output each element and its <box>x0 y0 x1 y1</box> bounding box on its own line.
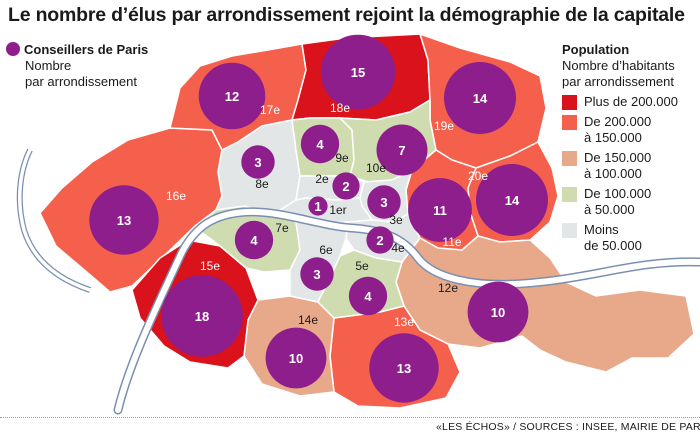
councillor-count: 11 <box>433 203 447 218</box>
councillor-bubble <box>161 275 243 357</box>
district-label: 19e <box>434 119 454 133</box>
district-label: 9e <box>335 151 349 165</box>
councillor-count: 3 <box>313 267 320 282</box>
councillor-bubble <box>308 196 328 216</box>
legend-item-line1: De 150.000 <box>584 150 652 165</box>
district-label: 16e <box>166 189 186 203</box>
population-legend-sub2: par arrondissement <box>562 74 674 89</box>
legend-swatch <box>562 115 577 130</box>
councillors-legend-sub1: Nombre <box>25 58 72 73</box>
councillor-bubble <box>408 178 472 242</box>
source-credit: «LES ÉCHOS» / SOURCES : INSEE, MAIRIE DE… <box>436 421 700 433</box>
district-label: 13e <box>394 315 414 329</box>
councillor-count: 4 <box>364 289 372 304</box>
district-label: 3e <box>389 213 403 227</box>
councillor-bubble <box>241 145 275 179</box>
councillor-count: 18 <box>195 309 209 324</box>
councillor-bubble <box>300 257 334 291</box>
councillor-bubble <box>320 34 396 110</box>
district-label: 14e <box>298 313 318 327</box>
district-label: 18e <box>330 101 350 115</box>
councillor-count: 13 <box>117 213 131 228</box>
population-legend-item: De 150.000 à 100.000 <box>562 150 678 182</box>
legend-item-line2: de 50.000 <box>584 238 642 253</box>
councillor-count: 7 <box>398 143 405 158</box>
population-legend-item: De 100.000 à 50.000 <box>562 186 678 218</box>
legend-swatch <box>562 151 577 166</box>
footer-divider <box>0 417 700 418</box>
population-legend-heading: Population <box>562 42 630 57</box>
legend-swatch <box>562 187 577 202</box>
district-label: 12e <box>438 281 458 295</box>
councillor-bubble <box>332 172 360 200</box>
population-legend-sub1: Nombre d’habitants <box>562 58 675 73</box>
population-legend-item: Moins de 50.000 <box>562 222 678 254</box>
councillor-bubble <box>369 333 439 403</box>
district-label: 4e <box>391 241 405 255</box>
councillor-count: 2 <box>342 179 349 194</box>
seine-west-loop-inner <box>18 149 91 292</box>
councillor-bubble <box>234 220 274 260</box>
councillor-bubble <box>367 185 401 219</box>
councillor-count: 2 <box>376 233 383 248</box>
councillor-bubble <box>366 226 394 254</box>
legend-item-line1: Moins <box>584 222 619 237</box>
councillor-count: 10 <box>491 305 505 320</box>
district-label: 7e <box>275 221 289 235</box>
district-label: 8e <box>255 177 269 191</box>
district-labels: 1er 2e 3e 4e 5e 6e 7e 8e 9e 10e 11e 12e 13e 14e 15e 16e… <box>166 101 488 329</box>
councillor-bubble <box>444 62 516 134</box>
population-legend-item: Plus de 200.000 <box>562 94 678 110</box>
councillor-count: 3 <box>254 155 261 170</box>
district-label: 17e <box>260 103 280 117</box>
legend-item-line1: Plus de 200.000 <box>584 94 678 109</box>
page-title: Le nombre d’élus par arrondissement rejo… <box>8 4 685 26</box>
population-legend-items: Plus de 200.000 De 200.000 à 150.000 De 150… <box>562 94 678 254</box>
councillors-legend-heading: Conseillers de Paris <box>24 42 149 57</box>
councillor-count: 12 <box>225 89 239 104</box>
councillor-count: 1 <box>314 199 321 214</box>
district-label: 1er <box>329 203 346 217</box>
legend-swatch <box>562 95 577 110</box>
councillor-bubble <box>348 276 388 316</box>
councillor-bubble <box>376 124 428 176</box>
district-label: 15e <box>200 259 220 273</box>
councillors-legend: Conseillers de Paris Nombre par arrondis… <box>6 42 148 90</box>
legend-item-line2: à 150.000 <box>584 130 642 145</box>
councillor-count: 4 <box>316 137 324 152</box>
councillor-bubble <box>265 327 327 389</box>
councillor-count: 14 <box>505 193 520 208</box>
district-label: 6e <box>319 243 333 257</box>
district-label: 2e <box>315 172 329 186</box>
councillor-count: 13 <box>397 361 411 376</box>
district-label: 10e <box>366 161 386 175</box>
councillor-bubble <box>89 185 159 255</box>
population-legend: Population Nombre d’habitants par arrond… <box>562 42 678 254</box>
councillor-count: 14 <box>473 91 488 106</box>
seine-river-inner <box>115 208 700 413</box>
legend-item-line1: De 200.000 <box>584 114 652 129</box>
councillor-count: 15 <box>351 65 365 80</box>
councillor-bubble <box>476 164 548 236</box>
councillor-bubble <box>300 124 340 164</box>
legend-swatch <box>562 223 577 238</box>
councillor-count: 10 <box>289 351 303 366</box>
councillor-dot-icon <box>6 42 20 56</box>
legend-item-line2: à 100.000 <box>584 166 642 181</box>
councillor-bubble <box>467 281 529 343</box>
councillor-bubble <box>198 62 266 130</box>
district-label: 20e <box>468 169 488 183</box>
district-label: 5e <box>355 259 369 273</box>
councillors-legend-sub2: par arrondissement <box>25 74 137 89</box>
district-label: 11e <box>442 235 461 249</box>
population-legend-item: De 200.000 à 150.000 <box>562 114 678 146</box>
councillor-count: 4 <box>250 233 258 248</box>
legend-item-line2: à 50.000 <box>584 202 635 217</box>
legend-item-line1: De 100.000 <box>584 186 652 201</box>
councillor-count: 3 <box>380 195 387 210</box>
